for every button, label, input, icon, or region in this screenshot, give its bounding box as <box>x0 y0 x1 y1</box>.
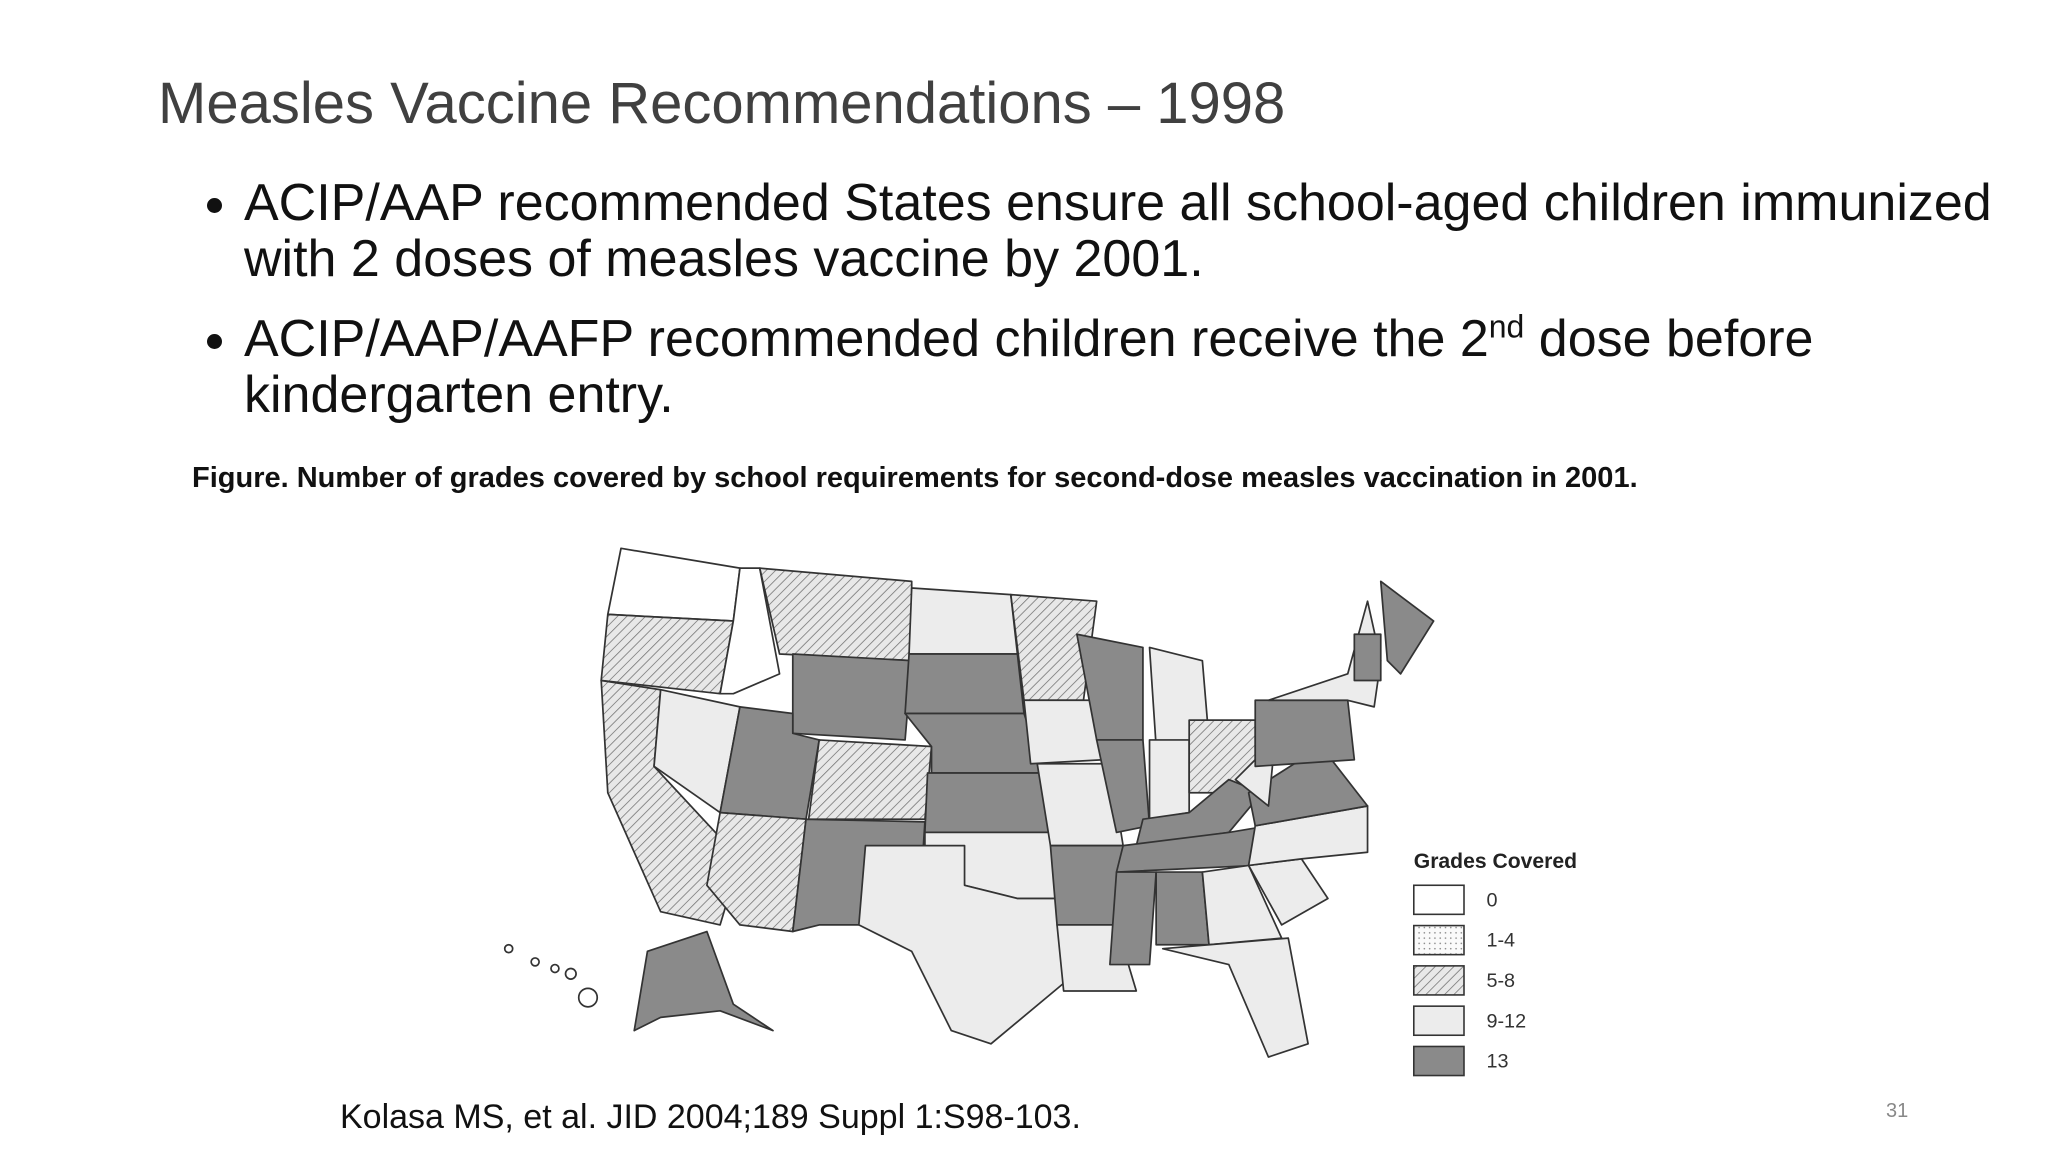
citation: Kolasa MS, et al. JID 2004;189 Suppl 1:S… <box>340 1098 1081 1136</box>
legend-label: 13 <box>1486 1051 1508 1073</box>
state <box>904 653 1025 715</box>
state <box>807 739 933 821</box>
legend: Grades Covered 0 1-4 5-8 9-12 13 <box>1412 850 1577 1077</box>
state <box>908 587 1019 655</box>
state <box>1161 937 1309 1058</box>
island <box>550 963 560 974</box>
island <box>564 967 577 980</box>
state <box>1148 739 1191 821</box>
state <box>633 930 774 1032</box>
legend-swatch <box>1412 965 1465 996</box>
state <box>1049 844 1124 926</box>
superscript: nd <box>1488 308 1525 345</box>
legend-label: 1-4 <box>1486 930 1515 952</box>
bullet-list: ACIP/AAP recommended States ensure all s… <box>190 175 2004 447</box>
state <box>1109 871 1157 966</box>
state <box>758 567 913 662</box>
island <box>530 957 540 967</box>
bullet: ACIP/AAP/AAFP recommended children recei… <box>244 311 2004 423</box>
us-map <box>503 547 1435 1058</box>
slide-title: Measles Vaccine Recommendations – 1998 <box>158 71 1286 136</box>
state <box>1254 699 1356 768</box>
state <box>600 613 735 695</box>
legend-title: Grades Covered <box>1414 850 1577 873</box>
legend-label: 0 <box>1486 889 1497 911</box>
state <box>706 811 807 933</box>
legend-label: 5-8 <box>1486 970 1515 992</box>
bullet-text: ACIP/AAP recommended States ensure all s… <box>244 174 1992 288</box>
state <box>1155 871 1210 946</box>
island <box>577 987 599 1008</box>
bullet-text: dose before kindergarten entry. <box>244 310 1814 424</box>
state <box>606 547 741 622</box>
page-number: 31 <box>1886 1100 1909 1122</box>
state <box>1379 580 1435 675</box>
state <box>791 653 913 741</box>
island <box>503 943 514 954</box>
legend-swatch <box>1412 1005 1465 1037</box>
bullet: ACIP/AAP recommended States ensure all s… <box>244 175 2004 287</box>
legend-swatch <box>1412 884 1465 916</box>
legend-swatch <box>1412 924 1465 956</box>
state <box>1353 633 1382 682</box>
legend-label: 9-12 <box>1486 1010 1526 1032</box>
figure-caption: Figure. Number of grades covered by scho… <box>192 462 1638 494</box>
bullet-text: ACIP/AAP/AAFP recommended children recei… <box>244 310 1489 368</box>
state <box>924 772 1052 834</box>
legend-swatch <box>1412 1045 1465 1077</box>
